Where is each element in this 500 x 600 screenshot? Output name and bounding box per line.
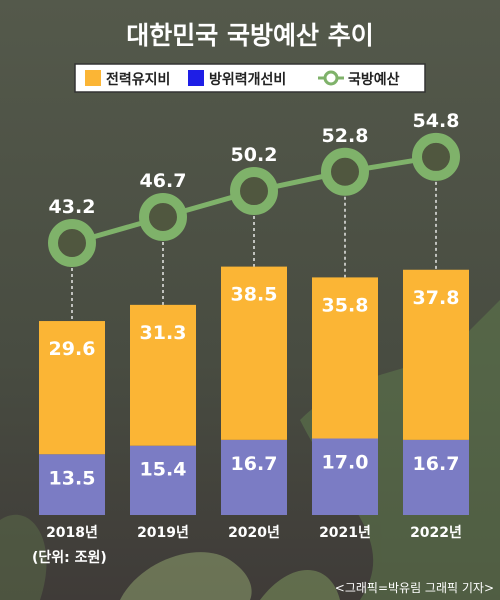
bar-improvement [130,445,196,515]
bars-layer [39,266,469,515]
unit-note: (단위: 조원) [32,549,107,566]
bar-value-improvement: 16.7 [231,453,278,475]
chart-title: 대한민국 국방예산 추이 [126,21,373,50]
legend-box [74,63,426,93]
bar-value-improvement: 16.7 [413,453,460,475]
bar-improvement [39,454,105,515]
legend-swatch-maintenance [85,70,101,86]
legend-label-total: 국방예산 [348,71,400,88]
bar-maintenance [130,304,196,446]
bar-value-improvement: 15.4 [140,459,187,481]
connectors-layer [71,175,437,322]
legend-label-maintenance: 전력유지비 [106,71,170,88]
total-marker [321,147,369,196]
bar-value-improvement: 13.5 [49,467,96,489]
bar-improvement [312,438,378,515]
x-tick-label: 2021년 [319,525,371,541]
total-value-label: 50.2 [231,144,278,166]
bar-value-maintenance: 35.8 [322,294,369,316]
bar-maintenance [39,321,105,455]
bar-value-maintenance: 29.6 [49,338,96,360]
legend-label-improvement: 방위력개선비 [209,71,286,88]
legend-marker-total [323,70,339,86]
bar-maintenance [403,269,469,440]
x-tick-label: 2022년 [410,525,462,541]
credit-text: <그래픽=박유림 그래픽 기자> [335,581,494,595]
total-marker [230,167,278,216]
total-value-label: 54.8 [413,110,460,132]
bar-maintenance [312,277,378,439]
bar-value-improvement: 17.0 [322,452,369,474]
bar-value-maintenance: 37.8 [413,287,460,309]
bar-improvement [403,439,469,515]
total-marker [412,132,460,181]
legend: 전력유지비 방위력개선비 국방예산 [74,63,426,93]
x-tick-label: 2020년 [228,525,280,541]
bar-value-maintenance: 31.3 [140,322,187,344]
total-value-label: 43.2 [49,196,96,218]
x-tick-label: 2018년 [46,525,98,541]
legend-swatch-improvement [188,70,204,86]
bar-value-maintenance: 38.5 [231,284,278,306]
total-marker [139,193,187,242]
total-marker [48,219,96,267]
labels-layer: 13.5 29.6 2018년 15.4 31.3 2019년 16.7 38.5 2020년 1… [46,110,462,541]
bar-improvement [221,439,287,515]
x-tick-label: 2019년 [137,525,189,541]
total-value-label: 46.7 [140,170,187,192]
bar-maintenance [221,266,287,440]
total-line-layer [48,132,460,267]
total-value-label: 52.8 [322,125,369,147]
